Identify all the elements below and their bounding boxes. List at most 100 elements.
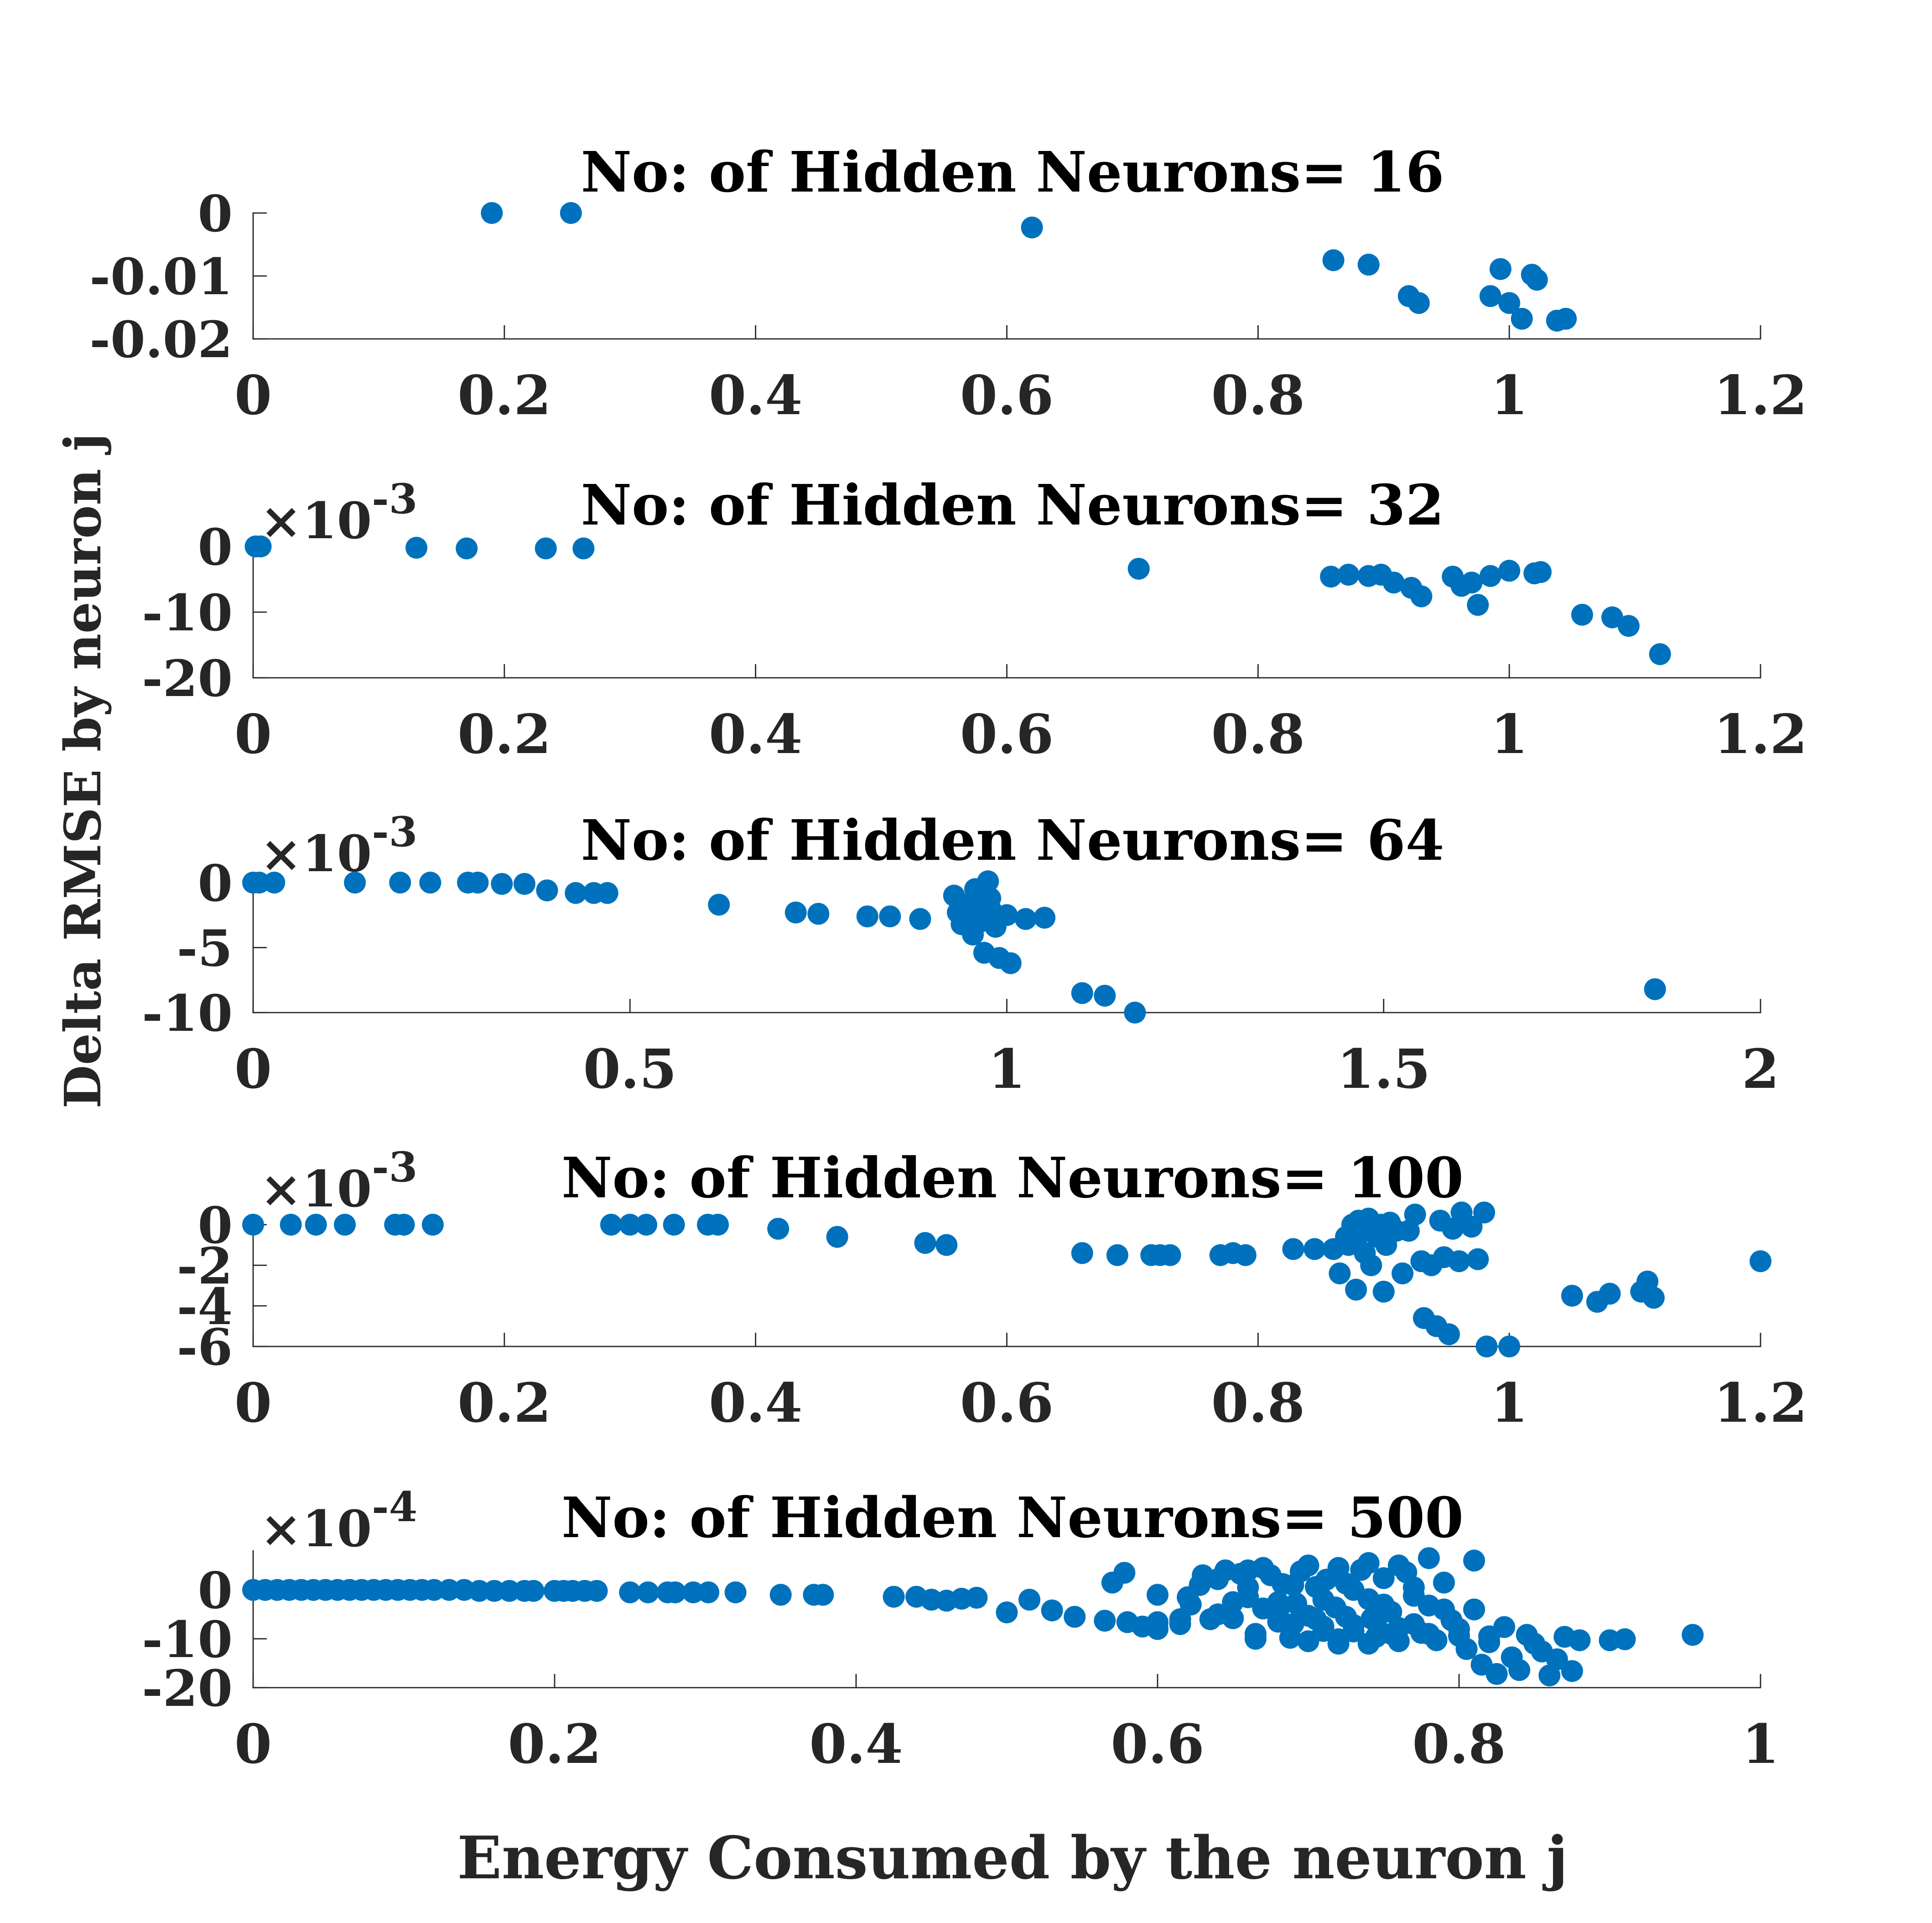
data-point — [1438, 1323, 1460, 1346]
data-point — [1382, 572, 1405, 594]
data-point — [1508, 1659, 1531, 1681]
data-point — [1448, 1250, 1470, 1273]
x-tick-label: 0.8 — [1211, 702, 1305, 766]
data-point — [1297, 1554, 1319, 1577]
data-point — [334, 1214, 356, 1236]
y-exponent-value: -3 — [372, 808, 417, 856]
data-point — [1448, 1618, 1470, 1640]
data-point — [1479, 285, 1501, 307]
data-point — [1113, 1562, 1136, 1584]
data-point — [1380, 1623, 1402, 1645]
data-point — [1372, 1280, 1395, 1303]
data-point — [572, 537, 595, 560]
data-point — [1498, 560, 1521, 582]
x-tick-label: 0 — [234, 1037, 272, 1101]
y-tick-label: -10 — [142, 1610, 233, 1669]
y-tick-label: 0 — [197, 184, 233, 243]
x-tick-label: 1 — [1491, 364, 1528, 427]
x-tick-label: 0.6 — [1111, 1712, 1204, 1776]
data-point — [1071, 982, 1093, 1004]
data-point — [999, 952, 1022, 974]
data-point — [1372, 1593, 1395, 1616]
data-point — [1018, 1589, 1041, 1611]
data-point — [1234, 1244, 1257, 1266]
data-point — [438, 1579, 460, 1601]
data-point — [481, 202, 503, 224]
x-tick-label: 1 — [1491, 1371, 1528, 1434]
data-point — [389, 872, 411, 894]
data-point — [1041, 1599, 1063, 1622]
x-tick-label: 1 — [1491, 702, 1528, 766]
data-point — [914, 1232, 936, 1254]
data-point — [1304, 1238, 1326, 1260]
subplot-2: 0 0.2 0.4 0.6 0.8 1 1.20-10-20×10-3 No: of Hidd… — [142, 472, 1807, 766]
x-tick-label: 0.2 — [457, 702, 551, 766]
subplot-title: No: of Hidden Neurons= 100 — [561, 1145, 1464, 1211]
y-tick-label: 0 — [197, 1196, 233, 1255]
data-point — [498, 1580, 520, 1602]
data-point — [242, 1214, 264, 1236]
data-point — [1094, 984, 1116, 1007]
data-point — [1682, 1624, 1704, 1646]
data-point — [767, 1217, 789, 1240]
data-point — [1642, 1287, 1665, 1309]
subplot-title: No: of Hidden Neurons= 500 — [561, 1485, 1464, 1550]
data-point — [1312, 1589, 1335, 1611]
data-point — [419, 872, 441, 894]
y-exponent-value: -3 — [372, 1143, 417, 1191]
data-point — [1329, 1262, 1351, 1284]
data-point — [1561, 1284, 1583, 1307]
subplot-title: No: of Hidden Neurons= 32 — [581, 472, 1444, 538]
x-tick-label: 0.4 — [809, 1712, 903, 1776]
data-point — [1561, 1660, 1583, 1682]
data-point — [1433, 1598, 1455, 1621]
data-point — [1094, 1610, 1116, 1632]
x-tick-label: 0 — [234, 1371, 272, 1434]
x-tick-label: 0.4 — [709, 702, 802, 766]
y-tick-label: -10 — [142, 583, 233, 642]
data-point — [1546, 1648, 1568, 1670]
y-tick-label: -10 — [142, 984, 233, 1043]
data-point — [1282, 1238, 1304, 1260]
data-point — [1467, 594, 1489, 616]
data-point — [619, 1214, 641, 1236]
y-tick-label: -5 — [177, 919, 233, 978]
data-point — [784, 901, 807, 924]
data-point — [1342, 1579, 1365, 1601]
data-point — [996, 1601, 1018, 1623]
data-point — [1357, 254, 1380, 276]
y-tick-label: -0.02 — [89, 310, 233, 369]
y-axis-label: Delta RMSE by neuron j — [53, 433, 112, 1109]
data-point — [1418, 1547, 1440, 1570]
data-point — [856, 905, 878, 928]
data-point — [664, 1581, 686, 1604]
data-point — [1455, 1638, 1478, 1660]
x-tick-label: 1.2 — [1714, 364, 1807, 427]
data-point — [1467, 1248, 1489, 1270]
x-tick-label: 0.8 — [1412, 1712, 1506, 1776]
data-point — [682, 1581, 705, 1604]
data-point — [879, 905, 901, 928]
data-point — [1463, 1598, 1485, 1621]
data-point — [483, 1580, 505, 1602]
data-point — [1127, 557, 1150, 580]
data-point — [522, 1580, 545, 1602]
data-point — [468, 1580, 490, 1602]
data-point — [1479, 565, 1501, 587]
data-point — [1526, 269, 1548, 291]
data-point — [1214, 1559, 1236, 1581]
data-point — [1475, 1336, 1498, 1357]
data-point — [586, 1580, 608, 1602]
data-point — [456, 537, 478, 560]
x-tick-label: 1.2 — [1714, 702, 1807, 766]
data-point — [1124, 1002, 1146, 1024]
subplot-title: No: of Hidden Neurons= 64 — [581, 807, 1444, 873]
x-tick-label: 1 — [1742, 1712, 1779, 1776]
y-tick-label: -0.01 — [89, 247, 233, 306]
data-point — [1337, 563, 1360, 586]
data-point — [807, 903, 830, 925]
data-point — [249, 535, 272, 557]
data-point — [1322, 249, 1345, 271]
data-point — [1159, 1244, 1181, 1266]
data-point — [280, 1214, 302, 1236]
